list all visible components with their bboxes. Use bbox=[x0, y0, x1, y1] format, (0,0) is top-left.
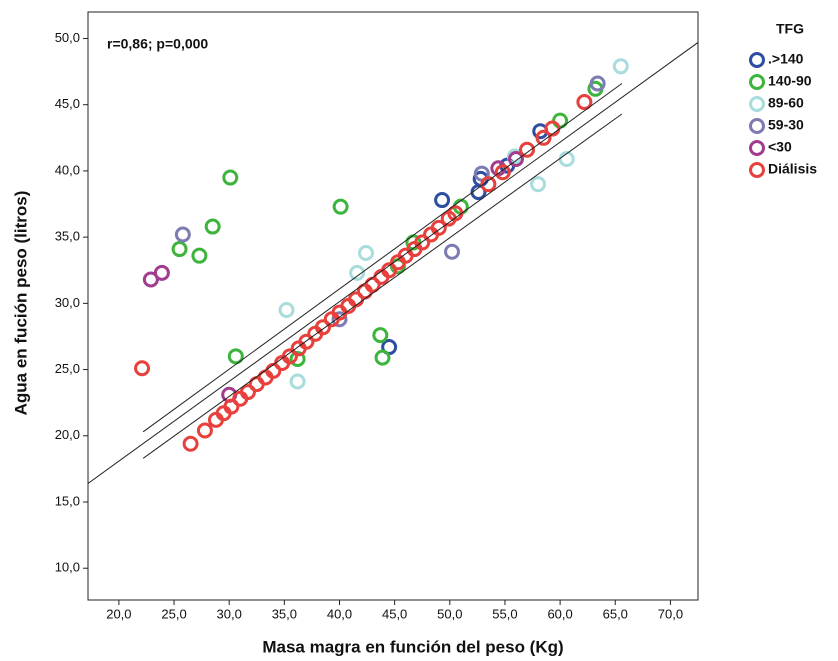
scatter-point bbox=[519, 141, 536, 158]
y-tick-label: 20,0 bbox=[55, 427, 80, 442]
scatter-point bbox=[239, 384, 256, 401]
y-tick-label: 25,0 bbox=[55, 361, 80, 376]
scatter-point bbox=[223, 398, 240, 415]
scatter-point bbox=[191, 247, 208, 264]
y-tick-label: 50,0 bbox=[55, 30, 80, 45]
y-tick-label: 30,0 bbox=[55, 295, 80, 310]
scatter-point bbox=[182, 435, 199, 452]
x-tick-label: 45,0 bbox=[382, 606, 407, 621]
x-tick-label: 50,0 bbox=[437, 606, 462, 621]
fit-line bbox=[88, 42, 698, 484]
scatter-point bbox=[142, 271, 159, 288]
scatter-point bbox=[530, 176, 547, 193]
x-tick-label: 60,0 bbox=[547, 606, 572, 621]
scatter-point bbox=[494, 164, 511, 181]
x-tick-label: 65,0 bbox=[603, 606, 628, 621]
scatter-point bbox=[558, 151, 575, 167]
scatter-point bbox=[576, 94, 593, 111]
x-axis-title: Masa magra en función del peso (Kg) bbox=[262, 637, 563, 656]
legend-title: TFG bbox=[776, 21, 804, 37]
x-tick-label: 30,0 bbox=[217, 606, 242, 621]
scatter-point bbox=[372, 327, 389, 344]
x-tick-label: 55,0 bbox=[492, 606, 517, 621]
scatter-point bbox=[278, 301, 295, 318]
scatter-point bbox=[171, 241, 188, 258]
scatter-point bbox=[227, 348, 244, 365]
x-tick-label: 35,0 bbox=[272, 606, 297, 621]
scatter-point bbox=[444, 243, 461, 260]
legend-label: .>140 bbox=[768, 51, 804, 67]
scatter-point bbox=[357, 245, 374, 262]
legend-marker bbox=[749, 52, 765, 68]
legend-marker bbox=[749, 140, 765, 156]
legend-marker bbox=[749, 96, 765, 112]
legend-marker bbox=[749, 162, 765, 178]
scatter-point bbox=[480, 176, 497, 193]
scatter-point bbox=[331, 311, 348, 328]
scatter-point bbox=[430, 219, 447, 236]
x-tick-label: 40,0 bbox=[327, 606, 352, 621]
legend-label: 89-60 bbox=[768, 95, 804, 111]
legend-marker bbox=[749, 118, 765, 134]
y-tick-label: 10,0 bbox=[55, 560, 80, 575]
scatter-point bbox=[507, 151, 524, 167]
scatter-point bbox=[612, 58, 629, 75]
scatter-point bbox=[298, 333, 315, 350]
scatter-point bbox=[414, 234, 431, 251]
x-tick-label: 70,0 bbox=[658, 606, 683, 621]
scatter-point bbox=[134, 360, 151, 377]
legend-label: 140-90 bbox=[768, 73, 812, 89]
scatter-point bbox=[349, 264, 366, 281]
x-tick-label: 25,0 bbox=[161, 606, 186, 621]
scatter-point bbox=[434, 192, 451, 209]
fit-line bbox=[142, 113, 623, 459]
fit-line bbox=[142, 83, 623, 433]
scatter-point bbox=[348, 291, 365, 308]
scatter-point bbox=[332, 198, 349, 215]
legend-label: Diálisis bbox=[768, 161, 817, 177]
scatter-point bbox=[535, 129, 552, 146]
scatter-point bbox=[281, 348, 298, 365]
y-axis-title: Agua en fución peso (litros) bbox=[11, 191, 30, 416]
annotation: r=0,86; p=0,000 bbox=[107, 36, 208, 52]
scatter-point bbox=[589, 75, 606, 92]
scatter-point bbox=[196, 422, 213, 439]
x-tick-label: 20,0 bbox=[106, 606, 131, 621]
y-tick-label: 15,0 bbox=[55, 493, 80, 508]
scatter-point bbox=[289, 373, 306, 390]
scatter-point bbox=[204, 218, 221, 235]
scatter-point bbox=[544, 120, 561, 137]
y-tick-label: 40,0 bbox=[55, 162, 80, 177]
legend-marker bbox=[749, 74, 765, 90]
legend-label: <30 bbox=[768, 139, 792, 155]
legend-label: 59-30 bbox=[768, 117, 804, 133]
scatter-point bbox=[405, 234, 422, 251]
y-tick-label: 35,0 bbox=[55, 229, 80, 244]
plot-frame bbox=[87, 11, 699, 601]
scatter-point bbox=[289, 350, 306, 367]
scatter-point bbox=[222, 169, 239, 186]
y-tick-label: 45,0 bbox=[55, 96, 80, 111]
scatter-point bbox=[174, 226, 191, 243]
scatter-point bbox=[314, 319, 331, 336]
scatter-point bbox=[153, 264, 170, 281]
scatter-point bbox=[374, 349, 391, 366]
